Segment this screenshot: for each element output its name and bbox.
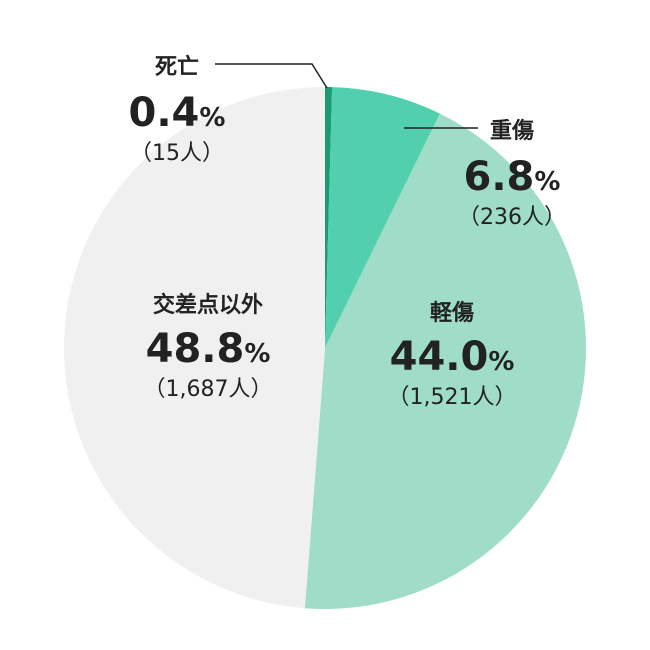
label-serious-name: 重傷 bbox=[490, 118, 534, 144]
label-minor: 軽傷 44.0% （1,521人） bbox=[388, 300, 517, 410]
label-non-intersection-name: 交差点以外 bbox=[153, 292, 263, 318]
slice-minor-injury bbox=[304, 113, 586, 610]
label-non-intersection: 交差点以外 48.8% （1,687人） bbox=[144, 292, 273, 402]
label-death-count: （15人） bbox=[130, 141, 224, 166]
label-serious-count: （236人） bbox=[458, 205, 566, 230]
leader-line-death bbox=[215, 63, 328, 89]
slice-death bbox=[325, 87, 333, 348]
label-death-name: 死亡 bbox=[155, 54, 199, 80]
slice-non-intersection bbox=[64, 87, 325, 609]
label-non-intersection-percent: 48.8% bbox=[146, 326, 271, 372]
label-serious-percent: 6.8% bbox=[464, 154, 561, 200]
pie-slices bbox=[64, 87, 586, 610]
label-death: 死亡 0.4% （15人） bbox=[129, 54, 226, 166]
label-minor-percent: 44.0% bbox=[390, 334, 515, 380]
label-minor-name: 軽傷 bbox=[430, 300, 474, 326]
label-minor-count: （1,521人） bbox=[388, 385, 517, 410]
label-serious: 重傷 6.8% （236人） bbox=[458, 118, 566, 230]
slice-serious-injury bbox=[325, 87, 440, 349]
label-non-intersection-count: （1,687人） bbox=[144, 377, 273, 402]
label-death-percent: 0.4% bbox=[129, 90, 226, 136]
